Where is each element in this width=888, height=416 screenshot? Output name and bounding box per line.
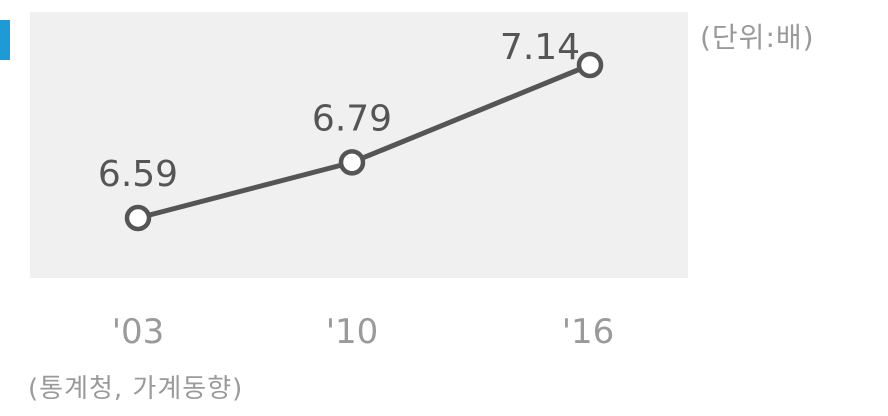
x-tick-label: '10 bbox=[326, 312, 379, 352]
unit-label: (단위:배) bbox=[700, 21, 815, 54]
x-tick-label: '16 bbox=[562, 312, 615, 352]
data-label: 6.79 bbox=[312, 98, 392, 139]
x-tick-label: '03 bbox=[112, 312, 165, 352]
data-label: 7.14 bbox=[500, 27, 580, 68]
source-label: (통계청, 가계동향) bbox=[28, 374, 244, 404]
data-label: 6.59 bbox=[98, 154, 178, 195]
data-point bbox=[124, 204, 152, 232]
plot-area bbox=[30, 12, 688, 278]
data-point bbox=[576, 51, 604, 79]
accent-bar bbox=[0, 20, 10, 60]
data-point bbox=[338, 149, 366, 176]
